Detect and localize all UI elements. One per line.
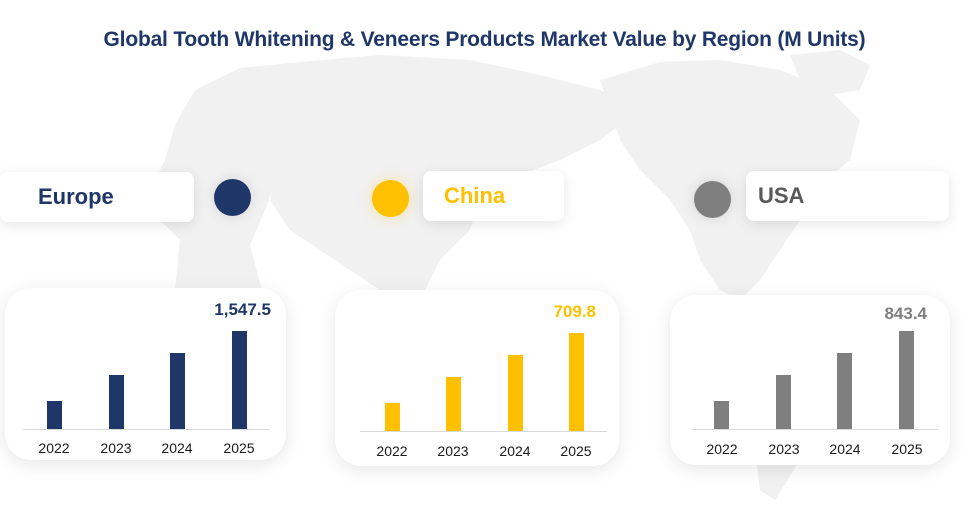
usa-bar-2024 — [837, 353, 852, 429]
usa-bar-2025 — [899, 331, 914, 429]
china-x-tick-2022: 2022 — [376, 443, 408, 459]
usa-bar-chart-panel: 843.4 2022 2023 2024 2025 — [670, 295, 950, 465]
europe-2025-value-label: 1,547.5 — [214, 300, 271, 319]
usa-x-tick-2024: 2024 — [829, 441, 861, 457]
europe-bar-chart-panel: 1,547.5 2022 2023 2024 2025 — [5, 288, 286, 460]
usa-plot-area — [692, 330, 942, 429]
europe-x-tick-2022: 2022 — [38, 440, 70, 456]
china-bar-2024 — [508, 355, 523, 431]
chart-title: Global Tooth Whitening & Veneers Product… — [103, 28, 866, 51]
china-bar-2025 — [569, 333, 584, 431]
usa-x-axis-line — [692, 429, 938, 430]
china-bar-2023 — [446, 377, 461, 431]
region-name: Europe — [38, 184, 114, 209]
region-name: China — [444, 183, 506, 208]
usa-x-tick-2022: 2022 — [706, 441, 738, 457]
europe-x-tick-2023: 2023 — [100, 440, 132, 456]
europe-x-tick-2024: 2024 — [161, 440, 193, 456]
china-x-tick-2024: 2024 — [499, 443, 531, 459]
europe-bar-2022 — [47, 401, 62, 429]
region-label-china: China — [423, 171, 564, 221]
europe-plot-area — [23, 328, 273, 429]
region-label-europe: Europe — [0, 172, 194, 222]
usa-x-tick-2023: 2023 — [768, 441, 800, 457]
europe-bar-2025 — [232, 331, 247, 429]
china-bar-chart-panel: 709.8 2022 2023 2024 2025 — [335, 290, 619, 466]
europe-bar-2023 — [109, 375, 124, 429]
china-marker-dot — [372, 180, 409, 217]
usa-bar-2023 — [776, 375, 791, 429]
usa-bar-2022 — [714, 401, 729, 429]
europe-x-tick-2025: 2025 — [223, 440, 255, 456]
china-x-tick-2023: 2023 — [437, 443, 469, 459]
usa-marker-dot — [694, 181, 731, 218]
europe-bar-2024 — [170, 353, 185, 429]
region-name: USA — [758, 183, 805, 208]
china-x-tick-2025: 2025 — [560, 443, 592, 459]
china-2025-value-label: 709.8 — [553, 302, 596, 321]
usa-2025-value-label: 843.4 — [884, 304, 927, 323]
china-bar-2022 — [385, 403, 400, 431]
region-label-usa: USA — [746, 171, 949, 221]
europe-marker-dot — [214, 179, 251, 216]
usa-x-tick-2025: 2025 — [891, 441, 923, 457]
europe-x-axis-line — [23, 429, 270, 430]
china-x-axis-line — [360, 431, 607, 432]
china-plot-area — [360, 330, 610, 431]
